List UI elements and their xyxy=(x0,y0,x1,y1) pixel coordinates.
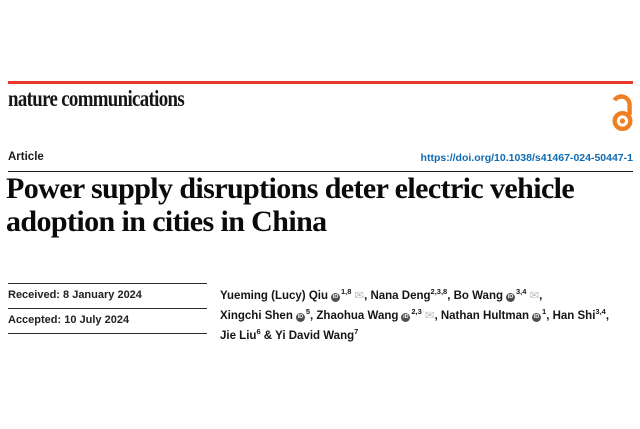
history-box: Received: 8 January 2024 Accepted: 10 Ju… xyxy=(8,283,207,334)
masthead-rule xyxy=(8,81,633,84)
author-name: Bo Wang xyxy=(453,290,504,302)
author-separator: , xyxy=(546,310,553,322)
open-access-icon xyxy=(611,92,634,136)
orcid-icon[interactable]: iD xyxy=(330,293,340,302)
author-affiliation-superscript: 3,4 xyxy=(516,287,527,297)
author-separator: , xyxy=(447,290,454,302)
doi-link[interactable]: https://doi.org/10.1038/s41467-024-50447… xyxy=(420,152,633,164)
author-separator: , xyxy=(605,310,610,322)
email-icon[interactable]: ✉ xyxy=(529,290,540,302)
author: Bo Wang iD3,4 ✉ xyxy=(453,287,540,302)
author-affiliation-superscript: 2,3,8 xyxy=(430,287,448,297)
history-received-row: Received: 8 January 2024 xyxy=(8,283,207,308)
author-name: Zhaohua Wang xyxy=(316,310,399,322)
article-divider xyxy=(8,171,633,172)
author-separator: , xyxy=(364,290,371,302)
orcid-icon[interactable]: iD xyxy=(506,293,516,302)
author-name: Jie Liu xyxy=(220,330,257,342)
history-accepted-row: Accepted: 10 July 2024 xyxy=(8,308,207,334)
author: Xingchi Shen iD5 xyxy=(220,307,311,322)
author-affiliation-superscript: 2,3 xyxy=(411,307,422,317)
author-separator: & xyxy=(260,330,276,342)
author-name: Han Shi xyxy=(552,310,596,322)
author-name: Yueming (Lucy) Qiu xyxy=(220,290,328,302)
orcid-icon[interactable]: iD xyxy=(532,313,542,322)
email-icon[interactable]: ✉ xyxy=(424,310,435,322)
author: Yi David Wang7 xyxy=(275,327,359,342)
orcid-icon[interactable]: iD xyxy=(295,313,305,322)
article-type-label: Article xyxy=(8,151,44,163)
author-separator: , xyxy=(310,310,317,322)
email-icon[interactable]: ✉ xyxy=(354,290,365,302)
journal-logo: nature communications xyxy=(8,86,185,111)
author-affiliation-superscript: 7 xyxy=(354,327,359,337)
author: Zhaohua Wang iD2,3 ✉ xyxy=(316,307,435,322)
author: Yueming (Lucy) Qiu iD1,8 ✉ xyxy=(220,287,365,302)
author-name: Yi David Wang xyxy=(275,330,355,342)
author-list: Yueming (Lucy) Qiu iD1,8 ✉, Nana Deng2,3,8… xyxy=(220,286,634,346)
article-title: Power supply disruptions deter electric … xyxy=(6,172,575,238)
author-separator: , xyxy=(539,290,543,302)
author-affiliation-superscript: 6 xyxy=(256,327,261,337)
author-name: Nana Deng xyxy=(370,290,431,302)
author-affiliation-superscript: 5 xyxy=(305,307,311,317)
author-affiliation-superscript: 1 xyxy=(542,307,547,317)
author: Nana Deng2,3,8 xyxy=(370,287,448,302)
author-name: Xingchi Shen xyxy=(220,310,293,322)
author-name: Nathan Hultman xyxy=(440,310,530,322)
author: Han Shi3,4 xyxy=(552,307,606,322)
author-separator: , xyxy=(434,310,441,322)
author-affiliation-superscript: 1,8 xyxy=(340,287,352,297)
author: Jie Liu6 xyxy=(220,327,261,342)
author-affiliation-superscript: 3,4 xyxy=(595,307,606,317)
orcid-icon[interactable]: iD xyxy=(401,313,411,322)
author: Nathan Hultman iD1 xyxy=(440,307,547,322)
